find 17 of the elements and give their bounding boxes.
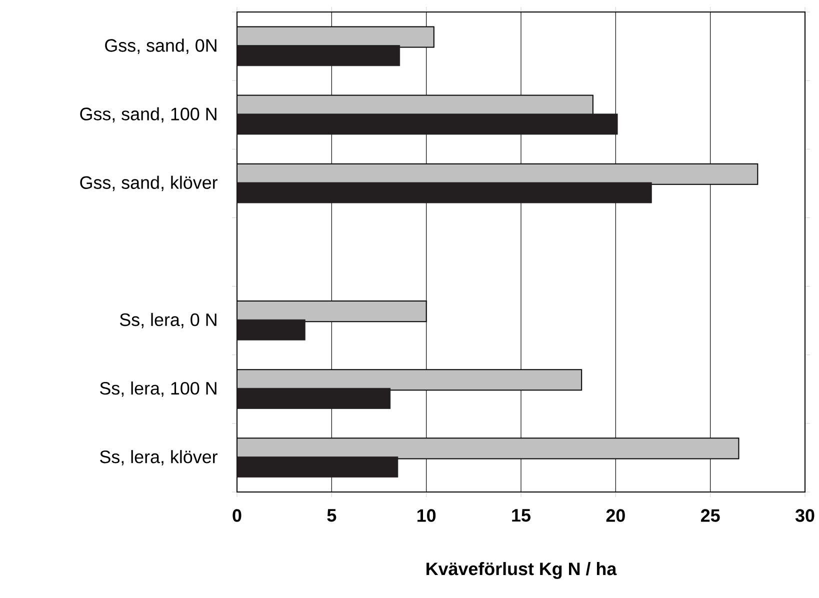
x-tick-label: 15	[512, 509, 530, 522]
x-tick-label: 10	[417, 509, 436, 522]
y-tick-label: Ss, lera, 100 N	[100, 382, 216, 397]
x-axis-title: Kväveförlust Kg N / ha	[426, 562, 617, 579]
y-tick-label: Gss, sand, klöver	[80, 176, 218, 192]
y-tick-label: Ss, lera, klöver	[100, 450, 218, 466]
y-tick-label: Gss, sand, 0N	[105, 38, 216, 54]
x-tick-label: 30	[795, 509, 814, 522]
x-tick-label: 0	[232, 509, 242, 522]
bar	[237, 438, 740, 460]
y-tick-label: Ss, lera, 0 N	[120, 312, 216, 328]
y-tick-label: Gss, sand, 100 N	[80, 107, 216, 123]
bar	[237, 369, 582, 391]
x-tick-label: 25	[700, 509, 720, 522]
x-tick-label: 20	[606, 509, 625, 522]
x-tick-label: 5	[327, 509, 336, 522]
bar	[237, 300, 427, 322]
